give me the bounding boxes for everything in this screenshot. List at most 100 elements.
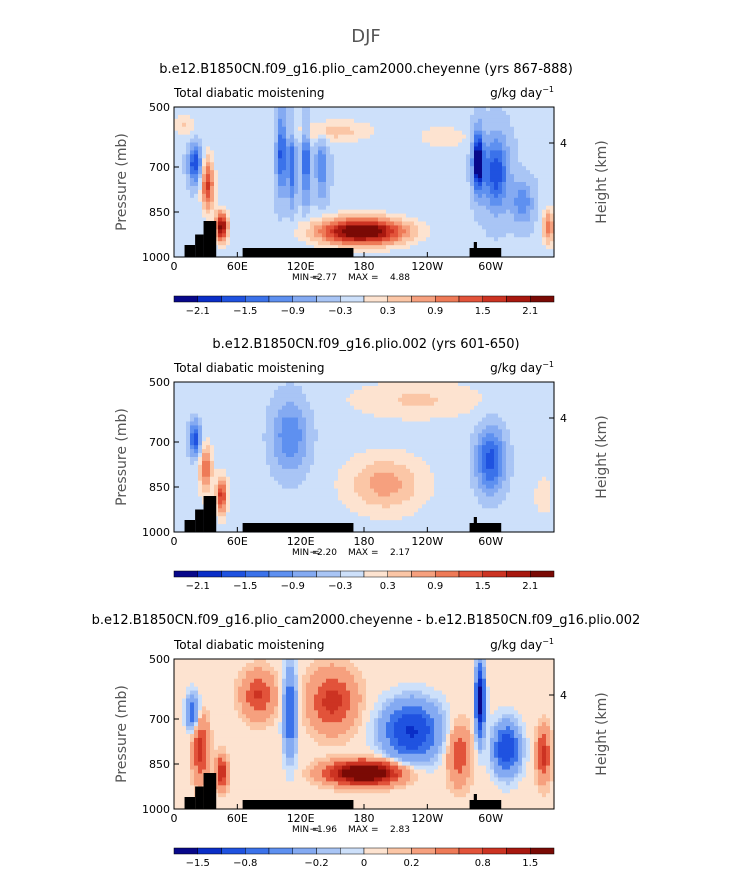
heatmap-cell — [186, 472, 191, 478]
heatmap-cell — [306, 166, 311, 171]
heatmap-cell — [446, 209, 451, 215]
heatmap-cell — [298, 405, 303, 411]
heatmap-cell — [198, 162, 203, 167]
heatmap-cell — [258, 504, 263, 509]
heatmap-cell — [306, 464, 311, 470]
heatmap-cell — [310, 453, 315, 458]
heatmap-cell — [242, 174, 247, 179]
heatmap-cell — [206, 114, 211, 120]
heatmap-cell — [214, 520, 219, 525]
heatmap-cell — [362, 122, 367, 128]
heatmap-cell — [238, 241, 243, 246]
heatmap-cell — [454, 229, 459, 234]
heatmap-cell — [246, 213, 251, 219]
heatmap-cell — [270, 205, 275, 211]
heatmap-cell — [210, 484, 215, 490]
heatmap-cell — [542, 158, 547, 163]
heatmap-cell — [254, 189, 259, 195]
heatmap-cell — [390, 170, 395, 175]
heatmap-cell — [522, 201, 527, 207]
heatmap-cell — [266, 221, 271, 227]
heatmap-cell — [306, 221, 311, 227]
heatmap-cell — [382, 189, 387, 195]
heatmap-cell — [226, 492, 231, 498]
heatmap-cell — [390, 174, 395, 179]
heatmap-cell — [546, 146, 551, 152]
heatmap-cell — [218, 122, 223, 128]
heatmap-cell — [478, 162, 483, 167]
heatmap-cell — [542, 205, 547, 211]
heatmap-cell — [314, 225, 319, 230]
heatmap-cell — [182, 393, 187, 399]
heatmap-cell — [326, 193, 331, 199]
heatmap-cell — [410, 118, 415, 124]
heatmap-cell — [302, 162, 307, 167]
heatmap-cell — [318, 154, 323, 159]
heatmap-cell — [290, 393, 295, 399]
heatmap-cell — [414, 245, 419, 250]
heatmap-cell — [350, 245, 355, 250]
heatmap-cell — [310, 229, 315, 234]
heatmap-cell — [282, 205, 287, 211]
heatmap-cell — [470, 193, 475, 199]
heatmap-cell — [326, 221, 331, 227]
heatmap-cell — [302, 146, 307, 152]
heatmap-cell — [542, 110, 547, 116]
heatmap-cell — [478, 174, 483, 179]
heatmap-cell — [382, 154, 387, 159]
heatmap-cell — [258, 241, 263, 246]
heatmap-cell — [506, 182, 511, 187]
heatmap-cell — [246, 409, 251, 415]
heatmap-cell — [526, 241, 531, 246]
heatmap-cell — [514, 174, 519, 179]
heatmap-cell — [202, 134, 207, 140]
heatmap-cell — [286, 182, 291, 187]
heatmap-cell — [190, 178, 195, 183]
heatmap-cell — [294, 233, 299, 238]
heatmap-cell — [434, 126, 439, 132]
heatmap-cell — [238, 397, 243, 403]
heatmap-cell — [218, 182, 223, 187]
heatmap-cell — [518, 162, 523, 167]
heatmap-cell — [246, 201, 251, 207]
heatmap-cell — [258, 472, 263, 478]
heatmap-cell — [298, 122, 303, 128]
heatmap-cell — [502, 229, 507, 234]
heatmap-cell — [178, 484, 183, 490]
heatmap-cell — [406, 249, 411, 254]
heatmap-cell — [278, 393, 283, 399]
heatmap-cell — [466, 138, 471, 144]
heatmap-cell — [306, 453, 311, 458]
heatmap-cell — [302, 178, 307, 183]
heatmap-cell — [210, 118, 215, 124]
heatmap-cell — [242, 193, 247, 199]
heatmap-cell — [410, 110, 415, 116]
heatmap-cell — [470, 229, 475, 234]
heatmap-cell — [462, 253, 467, 258]
heatmap-cell — [402, 162, 407, 167]
heatmap-cell — [174, 170, 179, 175]
heatmap-cell — [218, 110, 223, 116]
heatmap-cell — [366, 253, 371, 258]
heatmap-cell — [430, 142, 435, 148]
heatmap-cell — [374, 158, 379, 163]
heatmap-cell — [258, 460, 263, 466]
heatmap-cell — [298, 508, 303, 513]
heatmap-cell — [390, 130, 395, 136]
heatmap-cell — [230, 468, 235, 474]
heatmap-cell — [510, 201, 515, 207]
heatmap-cell — [470, 142, 475, 148]
heatmap-cell — [230, 201, 235, 207]
heatmap-cell — [226, 170, 231, 175]
heatmap-cell — [510, 146, 515, 152]
heatmap-cell — [210, 114, 215, 120]
heatmap-cell — [258, 492, 263, 498]
heatmap-cell — [278, 170, 283, 175]
heatmap-cell — [394, 138, 399, 144]
heatmap-cell — [418, 225, 423, 230]
heatmap-cell — [370, 126, 375, 132]
heatmap-cell — [382, 162, 387, 167]
heatmap-cell — [374, 134, 379, 140]
heatmap-cell — [210, 174, 215, 179]
colorbar-swatch — [387, 295, 412, 303]
